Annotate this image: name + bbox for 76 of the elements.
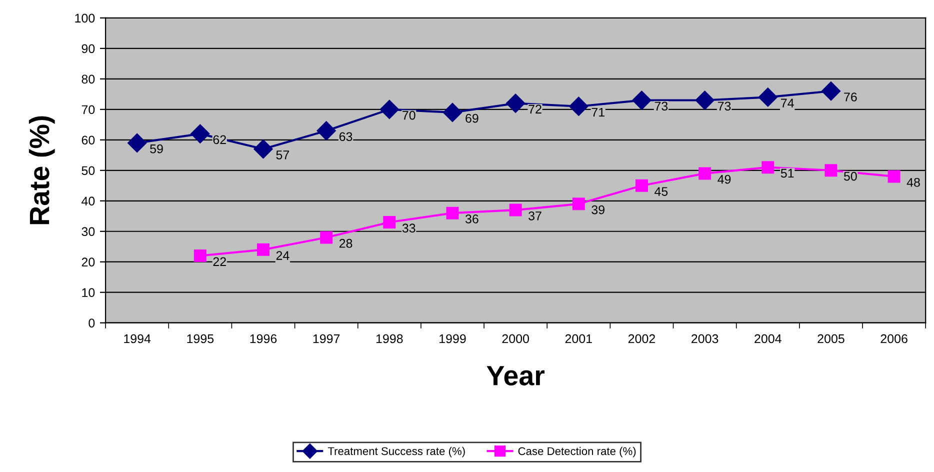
x-tick-label: 1999 [440,334,466,344]
x-tick-label: 1995 [187,334,214,344]
y-axis-title: Rate (%) [28,116,55,224]
point [254,140,273,159]
point [635,179,648,192]
y-tick-label: 40 [82,196,95,206]
data-label: 49 [718,174,731,184]
data-label: 48 [906,178,920,187]
point [758,88,778,107]
data-label: 72 [528,104,542,114]
point [316,121,336,140]
data-label: 33 [402,224,416,233]
y-tick-label: 0 [88,318,95,328]
data-label: 59 [150,144,163,154]
data-label: 57 [276,150,290,160]
point [824,164,838,177]
y-tick-label: 30 [82,227,95,236]
x-tick-label: 2001 [565,334,592,344]
data-label: 74 [781,98,794,108]
point [446,206,459,220]
data-label: 62 [213,135,226,144]
x-tick-label: 2002 [628,334,656,344]
x-tick-label: 2004 [754,334,782,344]
x-tick-label: 2006 [880,334,908,344]
point [256,243,270,256]
y-tick-label: 90 [82,44,95,54]
data-label: 36 [465,214,478,224]
legend-label: Treatment Success rate (%) [328,446,465,458]
x-tick-label: 1994 [124,334,151,344]
y-tick-label: 60 [82,136,95,145]
x-tick-label: 2000 [502,334,529,344]
y-tick-label: 50 [82,166,95,176]
data-label: 76 [844,92,857,102]
data-label: 39 [592,205,604,214]
x-tick-label: 2003 [692,334,718,344]
point [190,124,210,144]
point [569,96,588,116]
y-tick-label: 80 [82,74,95,84]
point [698,167,712,180]
point [695,90,714,110]
point [380,100,399,119]
point [442,102,462,122]
x-axis-title: Year [486,366,545,386]
point [509,204,522,216]
data-label: 22 [213,257,226,266]
x-tick-label: 1998 [376,334,403,344]
y-tick-label: 20 [82,258,95,267]
x-tick-label: 2005 [818,334,844,344]
point [194,250,206,262]
point [383,216,396,228]
data-label: 70 [402,110,416,120]
data-label: 69 [466,114,478,123]
data-label: 71 [592,108,604,117]
point [128,133,147,152]
point [888,170,900,183]
point [572,198,585,210]
point [821,82,841,101]
data-label: 24 [276,251,290,260]
data-label: 45 [654,187,668,196]
point [320,231,333,244]
y-tick-label: 100 [75,14,95,23]
data-label: 50 [844,172,857,181]
data-label: 63 [339,132,352,142]
data-label: 73 [654,102,668,111]
y-tick-label: 70 [82,105,95,114]
legend-label: Case Detection rate (%) [518,446,636,458]
x-tick-label: 1997 [313,334,340,344]
x-tick-label: 1996 [250,334,277,344]
data-label: 37 [528,211,542,220]
y-tick-label: 10 [82,288,95,298]
data-label: 73 [718,102,731,111]
point [632,90,652,110]
data-label: 51 [780,168,794,178]
data-label: 28 [339,238,352,248]
point [762,161,774,174]
point [506,94,526,113]
